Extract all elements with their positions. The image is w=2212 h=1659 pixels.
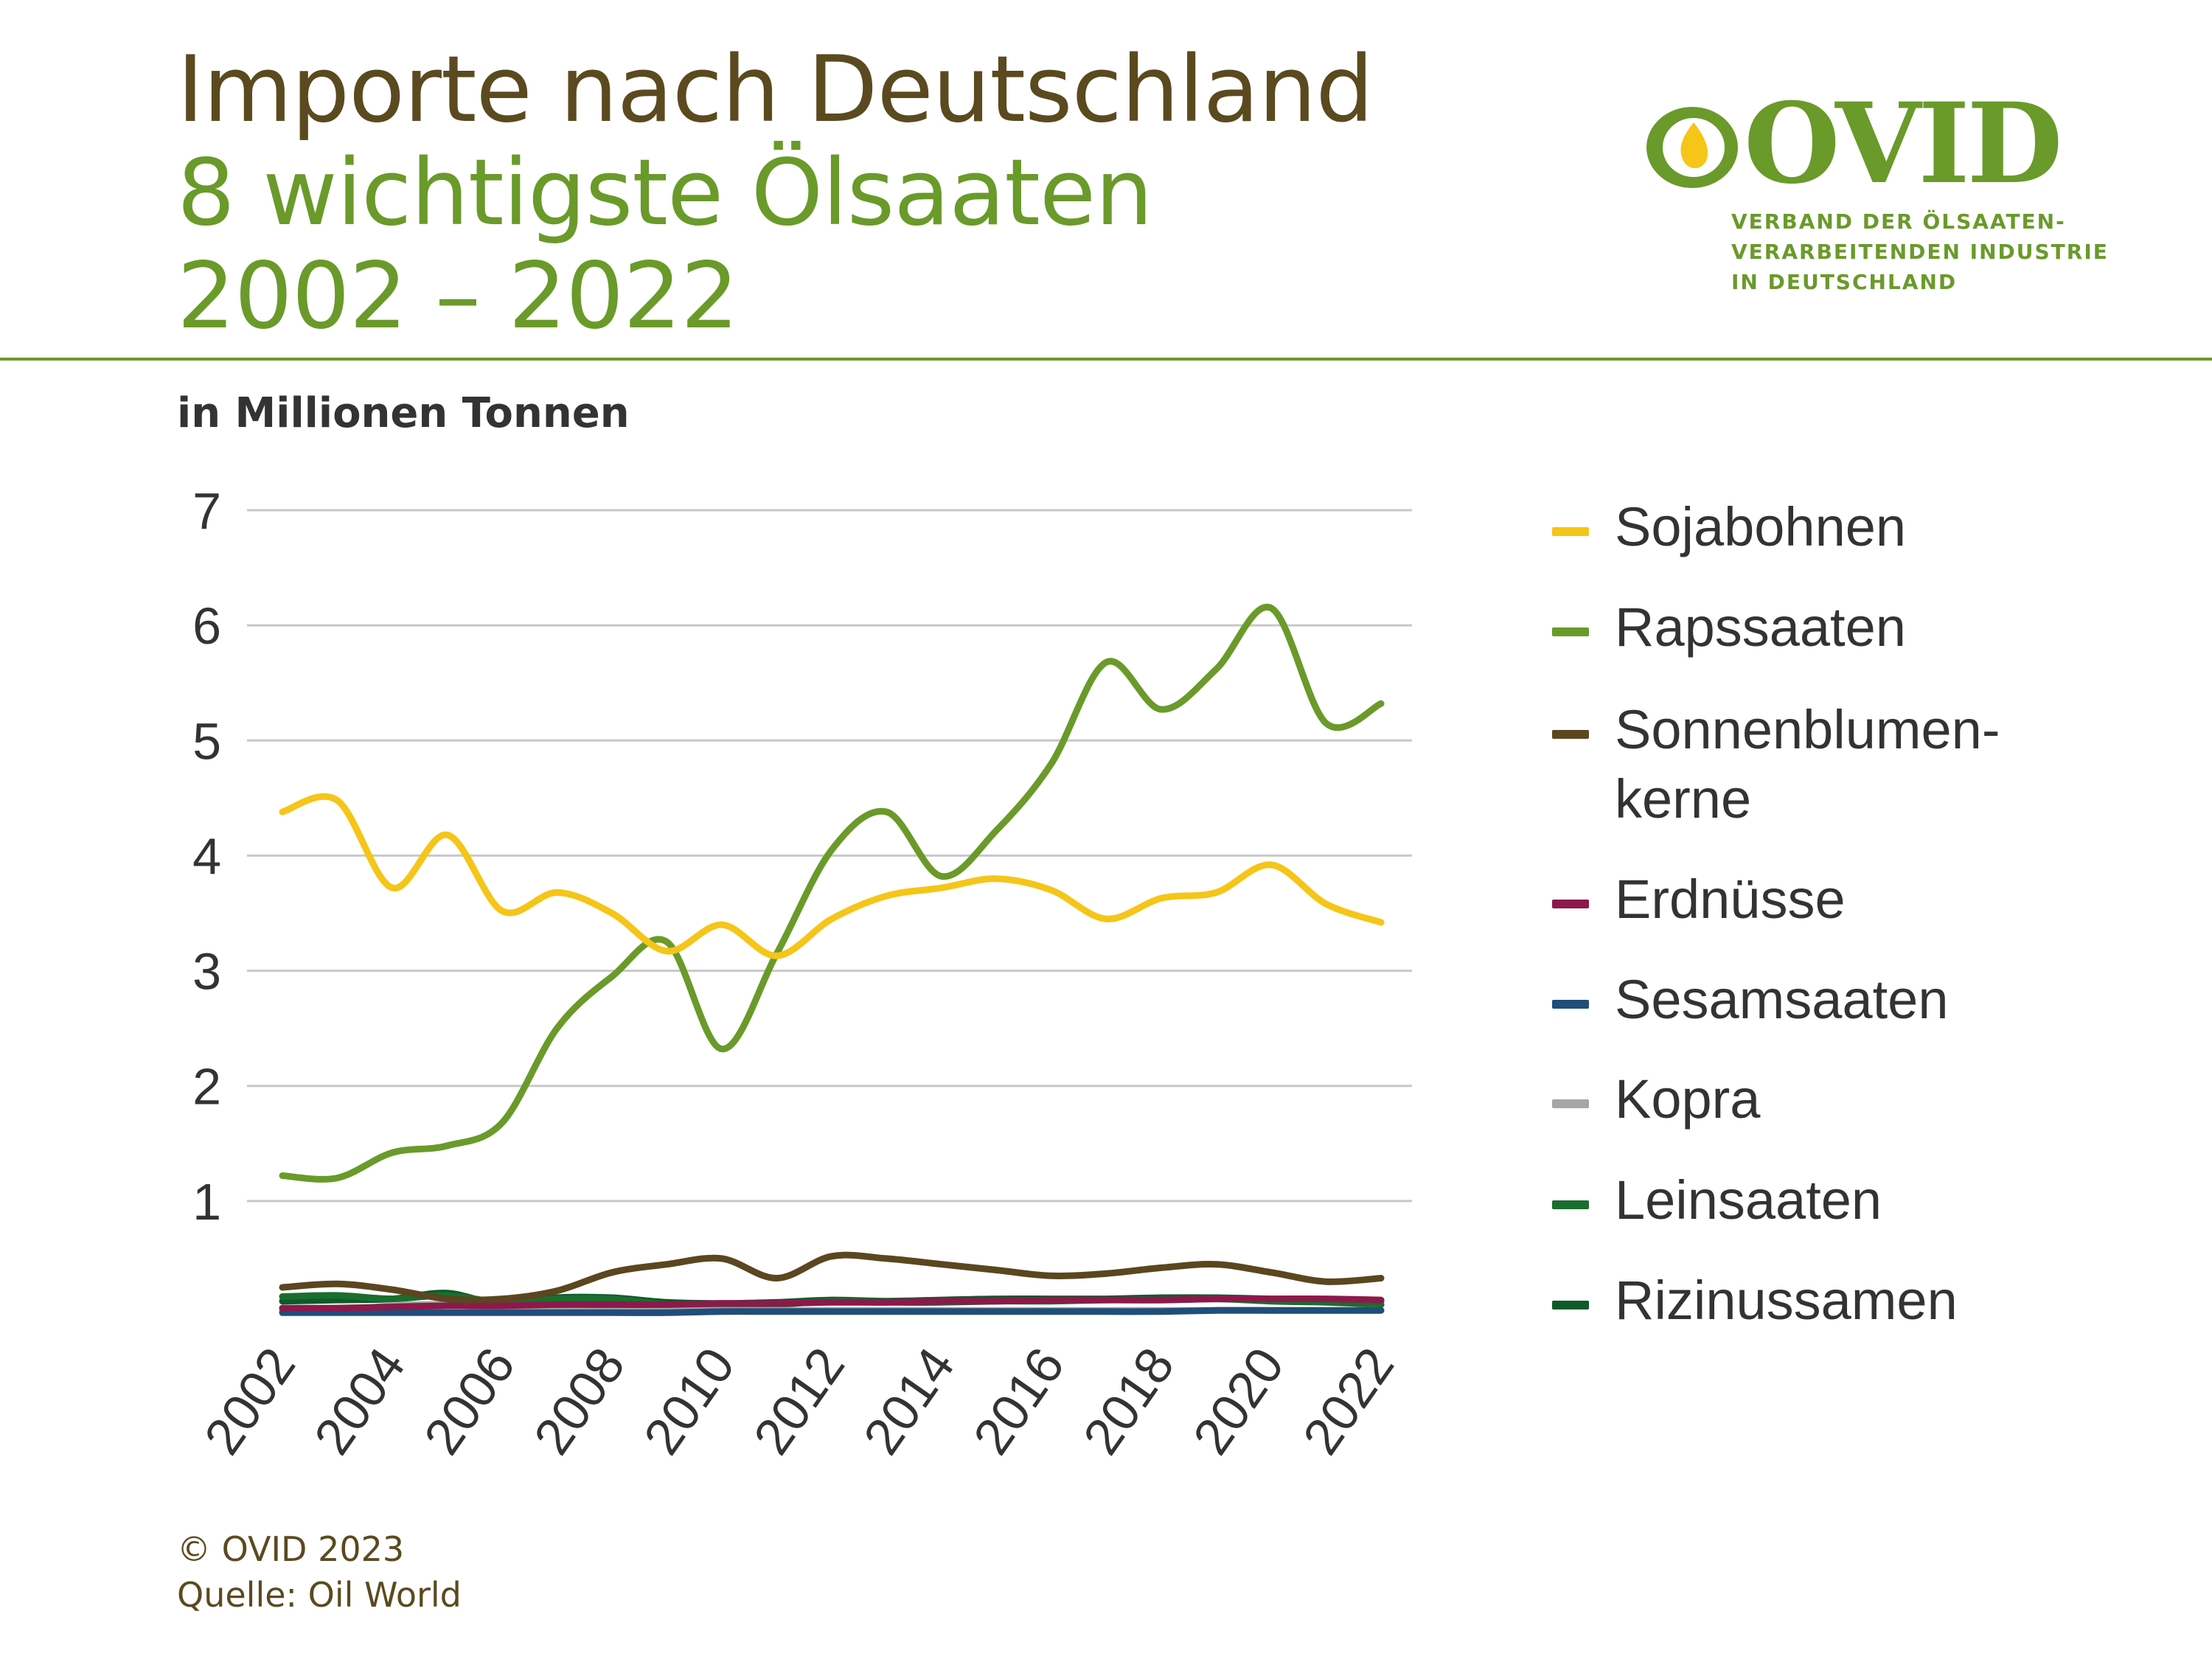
x-tick-label: 2012 [742,1338,855,1464]
unit-label: in Millionen Tonnen [177,389,630,437]
ovid-logo: OVID VERBAND DER ÖLSAATEN- VERARBEITENDE… [1641,88,2107,294]
x-tick-label: 2006 [413,1338,526,1464]
logo-tagline-line: VERBAND DER ÖLSAATEN- [1731,209,2066,234]
y-tick-label: 5 [192,712,221,770]
logo-tagline: VERBAND DER ÖLSAATEN- VERARBEITENDEN IND… [1731,206,2115,297]
logo-wordmark: OVID [1641,88,2083,199]
x-tick-label: 2010 [633,1338,745,1464]
x-tick-label: 2002 [193,1338,306,1464]
x-tick-label: 2016 [962,1338,1075,1464]
x-tick-label: 2020 [1182,1338,1295,1464]
legend-swatch [1552,1200,1589,1209]
legend-label: Sojabohnen [1615,496,1907,557]
line-chart: 1 2 3 4 5 6 7 20022004200620082010201220142016… [192,482,1412,1464]
series-line-sesamsaaten [279,1307,1385,1316]
y-axis-ticks: 1 2 3 4 5 6 7 [192,482,221,1231]
oil-drop-o-icon [1646,107,1738,188]
chart-period: 2002 – 2022 [177,243,739,349]
legend-swatch [1552,627,1589,636]
legend-label: Leinsaaten [1615,1169,1882,1231]
y-tick-label: 3 [192,943,221,1001]
series-line-rapssaaten [279,603,1385,1183]
x-tick-label: 2008 [523,1338,636,1464]
y-tick-label: 1 [192,1173,221,1231]
chart-title: Importe nach Deutschland [177,37,1374,143]
logo-tagline-line: IN DEUTSCHLAND [1731,270,1958,294]
series-lines [279,603,1385,1316]
x-tick-label: 2018 [1072,1338,1185,1464]
series-line-sonnenblumenkerne [279,1251,1385,1304]
legend-label: Erdnüsse [1615,869,1846,930]
x-axis-ticks: 2002200420062008201020122014201620182020… [193,1338,1405,1464]
legend-label: Sesamsaaten [1615,969,1949,1030]
x-tick-label: 2022 [1292,1338,1405,1464]
series-line-sojabohnen [279,793,1385,959]
x-tick-label: 2014 [852,1338,965,1464]
y-tick-label: 6 [192,597,221,655]
y-tick-label: 2 [192,1058,221,1116]
source-text: Quelle: Oil World [177,1575,462,1615]
legend-swatch [1552,730,1589,739]
legend-label: Rapssaaten [1615,597,1906,658]
y-tick-label: 7 [192,482,221,540]
x-tick-label: 2004 [303,1338,416,1464]
header-divider [0,358,2212,361]
legend-swatch [1552,1301,1589,1310]
y-tick-label: 4 [192,827,221,885]
copyright-text: © OVID 2023 [177,1529,405,1569]
series-line-erdnüsse [279,1295,1385,1312]
legend-swatch [1552,1000,1589,1009]
legend-label: Sonnenblumen- kerne [1615,699,2000,830]
legend-label: Kopra [1615,1068,1761,1130]
legend-swatch [1552,1099,1589,1108]
legend-swatch [1552,900,1589,908]
legend-label: Rizinussamen [1615,1270,1958,1331]
legend-swatch [1552,527,1589,536]
logo-tagline-line: VERARBEITENDEN INDUSTRIE [1731,240,2109,264]
title-block: Importe nach Deutschland 8 wichtigste Öl… [177,37,1374,349]
footer: © OVID 2023 Quelle: Oil World [177,1526,462,1618]
chart-subtitle: 8 wichtigste Ölsaaten [177,140,1153,246]
logo-text: OVID [1744,79,2063,209]
